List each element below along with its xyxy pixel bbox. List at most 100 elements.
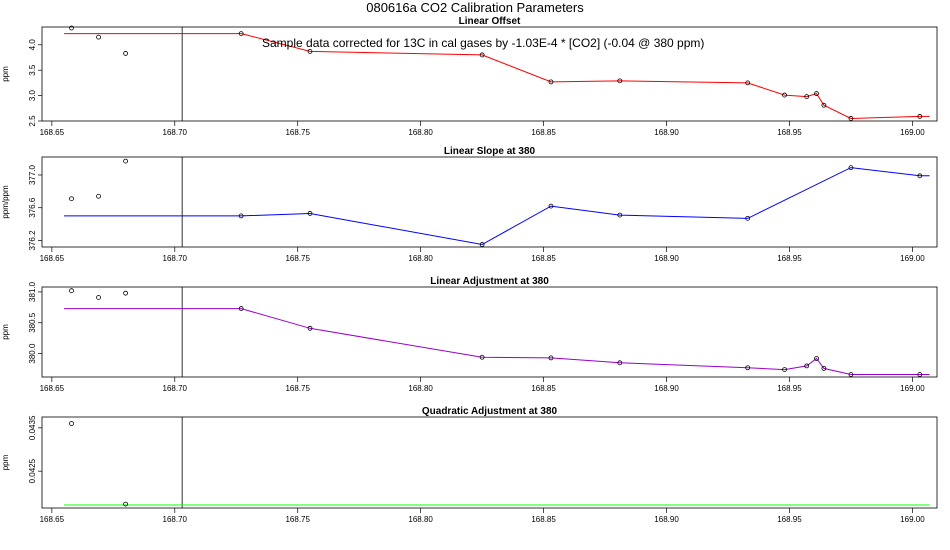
- x-tick-label: 168.70: [163, 515, 188, 524]
- data-point: [548, 355, 554, 361]
- x-tick-label: 168.65: [40, 254, 65, 263]
- data-point: [238, 306, 244, 311]
- x-tick-label: 168.95: [777, 515, 802, 524]
- x-tick-label: 168.75: [285, 128, 310, 137]
- x-tick-label: 169.00: [900, 384, 925, 393]
- data-point: [69, 421, 74, 426]
- y-tick-label: 380.0: [28, 343, 37, 364]
- data-point: [917, 173, 923, 179]
- panel-quadratic: Quadratic Adjustment at 380 168.65 168.70 1…: [1, 406, 938, 524]
- data-point: [123, 158, 128, 164]
- y-axis-label: ppm: [1, 324, 10, 340]
- x-tick-label: 168.65: [40, 128, 65, 137]
- plot-frame: [41, 286, 938, 378]
- data-point: [96, 193, 101, 199]
- x-tick-label: 168.85: [531, 254, 556, 263]
- data-point: [96, 295, 101, 300]
- x-tick-label: 168.95: [777, 128, 802, 137]
- y-tick-label: 377.0: [28, 164, 37, 185]
- data-point: [479, 52, 485, 58]
- y-tick-label: 376.2: [28, 230, 37, 251]
- data-point: [96, 34, 101, 40]
- panel-title-offset: Linear Offset: [459, 16, 521, 27]
- data-point: [782, 367, 787, 373]
- panel-title-adjustment: Linear Adjustment at 380: [430, 276, 549, 287]
- data-point: [821, 102, 827, 108]
- x-tick-label: 168.80: [408, 254, 433, 263]
- x-tick-label: 168.95: [777, 384, 802, 393]
- data-point: [307, 211, 313, 216]
- x-tick-label: 168.95: [777, 254, 802, 263]
- x-tick-label: 169.00: [900, 128, 925, 137]
- y-axis-label: ppm: [1, 66, 10, 82]
- data-point: [123, 290, 128, 296]
- x-tick-label: 168.75: [285, 515, 310, 524]
- figure-title: 080616a CO2 Calibration Parameters: [366, 0, 584, 15]
- x-tick-label: 168.70: [163, 254, 188, 263]
- data-point: [821, 365, 827, 371]
- data-point: [917, 114, 923, 119]
- data-point: [548, 203, 554, 209]
- x-tick-label: 168.90: [654, 128, 679, 137]
- plot-frame: [41, 416, 938, 509]
- x-tick-label: 168.90: [654, 515, 679, 524]
- x-tick-label: 168.80: [408, 384, 433, 393]
- x-tick-label: 168.85: [531, 128, 556, 137]
- y-tick-label: 3.0: [28, 89, 37, 101]
- data-point: [814, 91, 819, 96]
- x-tick-label: 168.90: [654, 254, 679, 263]
- x-tick-label: 168.85: [531, 384, 556, 393]
- panel-slope: Linear Slope at 380 168.65 168.70 168.75 168…: [1, 146, 938, 263]
- data-point: [617, 78, 623, 84]
- series-line-adjustment: [64, 308, 930, 375]
- data-point: [745, 215, 751, 221]
- x-tick-label: 168.65: [40, 515, 65, 524]
- data-point: [848, 372, 854, 377]
- data-point: [782, 92, 787, 98]
- data-point: [123, 501, 128, 507]
- x-tick-label: 168.65: [40, 384, 65, 393]
- correction-note: Sample data corrected for 13C in cal gas…: [262, 36, 704, 50]
- series-line-offset: [64, 33, 930, 120]
- data-point: [617, 360, 623, 366]
- y-axis-label: ppm: [1, 454, 10, 470]
- x-tick-label: 168.80: [408, 515, 433, 524]
- plot-frame: [41, 156, 938, 248]
- data-point: [479, 354, 485, 360]
- x-tick-label: 168.75: [285, 254, 310, 263]
- y-axis-label: ppm/ppm: [1, 185, 10, 219]
- y-tick-label: 376.6: [28, 197, 37, 218]
- y-tick-label: 0.0435: [28, 415, 37, 440]
- panel-title-quadratic: Quadratic Adjustment at 380: [422, 406, 558, 417]
- panel-offset: Linear Offset 168.65 168.70 168.75 168.80 168…: [1, 16, 938, 137]
- data-point: [307, 325, 313, 331]
- panel-adjustment: Linear Adjustment at 380 168.65 168.70 168.…: [1, 276, 938, 393]
- x-tick-label: 169.00: [900, 515, 925, 524]
- x-tick-label: 168.70: [163, 128, 188, 137]
- y-tick-label: 381.0: [28, 281, 37, 302]
- data-point: [548, 79, 554, 85]
- data-point: [917, 372, 923, 377]
- plot-frame: [41, 26, 938, 122]
- data-point: [804, 363, 810, 369]
- data-point: [123, 51, 128, 56]
- series-line-slope: [64, 167, 930, 246]
- x-tick-label: 168.80: [408, 128, 433, 137]
- data-point: [69, 25, 74, 31]
- data-point: [804, 94, 810, 100]
- data-point: [848, 116, 854, 121]
- x-tick-label: 168.85: [531, 515, 556, 524]
- data-point: [307, 48, 313, 54]
- data-point: [238, 31, 244, 37]
- y-tick-label: 3.5: [28, 64, 37, 76]
- data-point: [617, 212, 623, 218]
- data-point: [238, 213, 244, 219]
- data-point: [479, 242, 485, 247]
- panel-title-slope: Linear Slope at 380: [444, 146, 536, 157]
- data-point: [745, 365, 751, 371]
- data-point: [745, 80, 751, 86]
- data-point: [69, 288, 74, 294]
- x-tick-label: 168.70: [163, 384, 188, 393]
- x-tick-label: 168.90: [654, 384, 679, 393]
